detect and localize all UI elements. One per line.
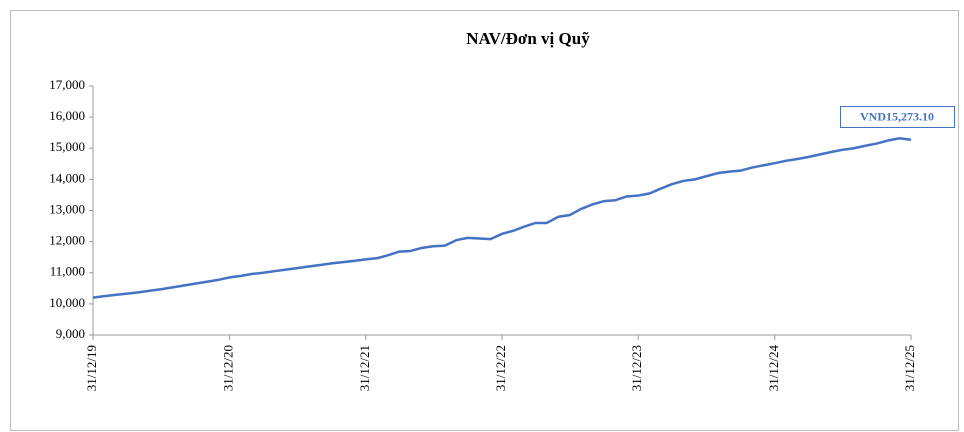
x-tick-label: 31/12/20 [221,345,236,391]
line-series [92,137,912,299]
x-tick-label: 31/12/25 [902,345,917,391]
y-tick-label: 10,000 [49,295,85,310]
chart-title: NAV/Đơn vị Quỹ [466,29,590,48]
y-tick-label: 12,000 [49,233,85,248]
x-tick-label: 31/12/19 [84,345,99,391]
y-tick-label: 13,000 [49,201,85,216]
x-tick-label: 31/12/24 [766,345,781,392]
y-tick-label: 17,000 [49,77,85,92]
x-tick-label: 31/12/23 [629,345,644,391]
chart-frame [10,10,959,431]
end-label: VND15,273.10 [860,109,934,123]
x-tick-label: 31/12/21 [357,345,372,391]
x-tick-label: 31/12/22 [493,345,508,391]
y-tick-label: 9,000 [56,326,85,341]
y-tick-label: 16,000 [49,108,85,123]
y-tick-label: 15,000 [49,139,85,154]
y-tick-label: 11,000 [50,264,85,279]
y-tick-label: 14,000 [49,170,85,185]
end-label-box [840,106,955,128]
